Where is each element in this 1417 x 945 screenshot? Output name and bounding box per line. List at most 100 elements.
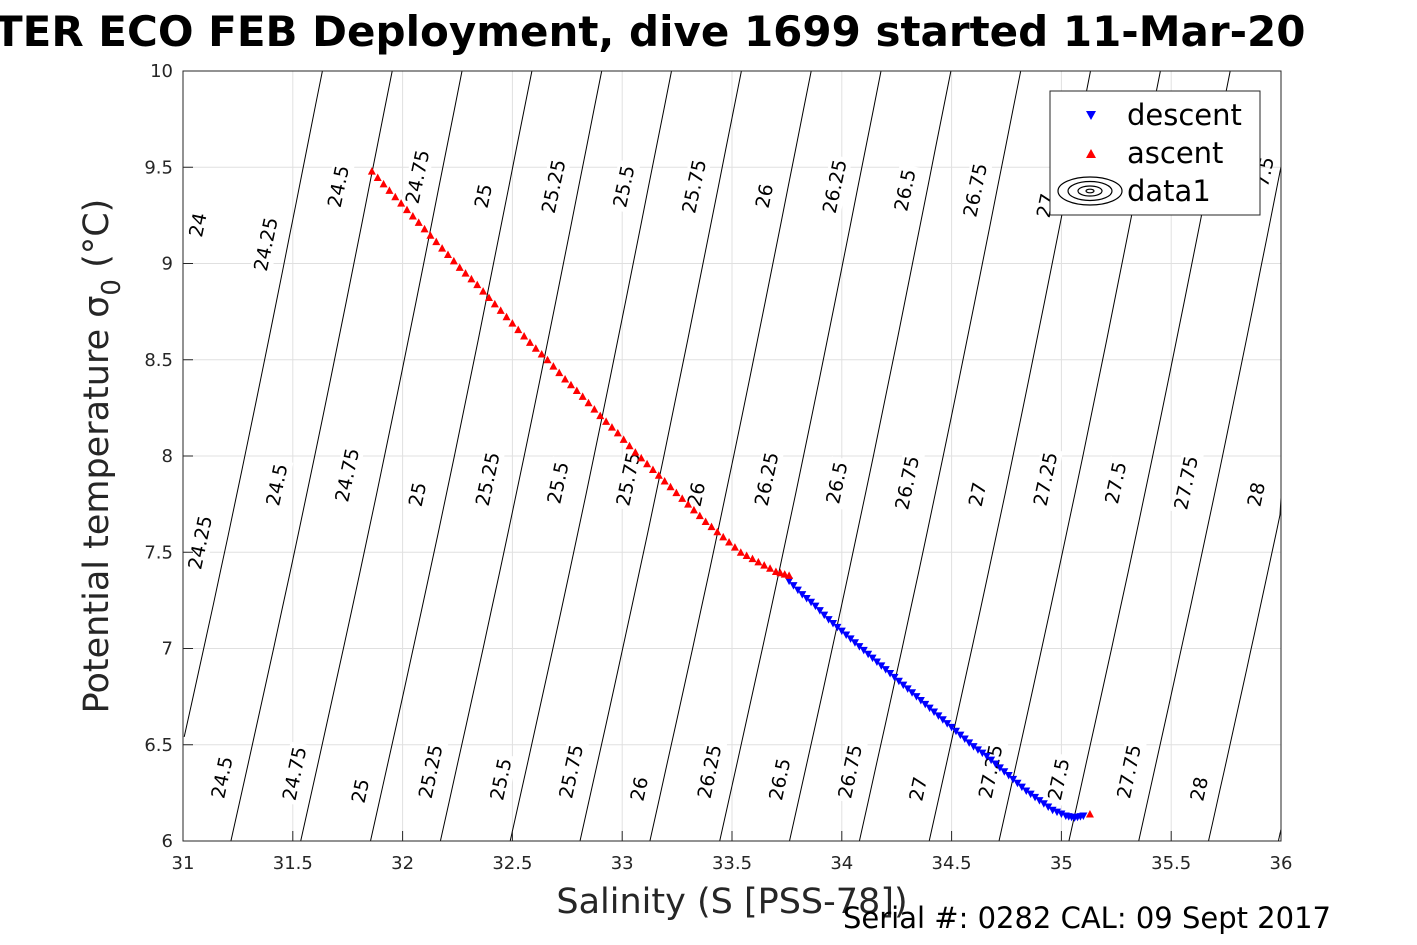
descent-point	[890, 673, 899, 682]
descent-point	[824, 616, 833, 624]
contour-label-halo	[964, 478, 992, 511]
contour-label-text: 28	[1186, 775, 1213, 803]
descent-point	[868, 654, 877, 663]
ascent-point	[771, 567, 780, 575]
ascent-point	[748, 554, 757, 563]
descent-point	[837, 627, 846, 636]
ascent-point	[420, 224, 429, 233]
y-axis-label-sub: 0	[97, 279, 127, 296]
descent-point	[1004, 772, 1013, 780]
ascent-point	[648, 465, 657, 473]
density-contours	[183, 70, 1282, 842]
descent-point	[1022, 787, 1031, 795]
descent-point	[965, 739, 974, 747]
descent-point	[864, 650, 873, 659]
contour-label-text: 27	[905, 775, 932, 803]
ascent-point	[695, 511, 704, 520]
descent-point	[886, 670, 895, 678]
ascent-point	[590, 405, 599, 413]
contour-label: 25.5	[485, 752, 518, 807]
descent-point	[894, 677, 903, 686]
contour-line	[370, 70, 533, 842]
contour-line	[183, 70, 323, 738]
ascent-point	[1085, 810, 1094, 818]
x-tick-label: 34.5	[932, 853, 972, 874]
y-tick-label: 6	[162, 831, 173, 852]
contour-label: 25	[404, 478, 432, 511]
contour-label: 25.75	[554, 739, 589, 804]
descent-point	[877, 662, 886, 670]
contour-label-halo	[542, 456, 575, 510]
y-axis-label-main: Potential temperature	[77, 318, 117, 714]
descent-marker-icon	[1086, 111, 1096, 120]
contour-line	[789, 70, 952, 842]
descent-point	[1057, 810, 1066, 819]
contour-label-halo	[413, 739, 449, 804]
x-tick-label: 32.5	[492, 853, 532, 874]
contour-label-halo	[330, 443, 365, 508]
descent-point	[991, 760, 1000, 768]
ascent-marker-icon	[1086, 149, 1096, 158]
contour-label-text: 24	[185, 211, 212, 239]
descent-point	[973, 746, 982, 754]
ascent-point	[438, 244, 447, 252]
contour-label-halo	[249, 212, 284, 277]
ascent-point	[666, 482, 675, 491]
ascent-point	[584, 398, 593, 407]
contour-label-text: 25	[471, 182, 498, 210]
contour-label-halo	[1043, 752, 1076, 807]
contour-label-halo	[184, 209, 213, 241]
contour-label-halo	[206, 750, 239, 805]
contour-label: 26.5	[889, 163, 922, 218]
contour-label-halo	[1243, 478, 1271, 511]
descent-point	[820, 611, 829, 620]
contour-label: 24.5	[261, 458, 294, 512]
contour-label-halo	[404, 478, 432, 511]
contour-label: 25.5	[608, 159, 641, 214]
descent-point	[872, 658, 881, 666]
contour-label-halo	[1112, 739, 1147, 804]
contour-line	[300, 70, 463, 842]
contour-label-halo	[554, 739, 589, 804]
contour-line	[1138, 166, 1282, 842]
descent-point	[930, 708, 939, 717]
descent-point	[789, 582, 798, 590]
ascent-point	[490, 299, 499, 308]
legend-ascent: ascent	[1127, 136, 1223, 170]
contour-label: 25	[347, 775, 375, 807]
ascent-point	[479, 287, 488, 295]
contour-label: 26	[626, 773, 654, 805]
contour-line	[509, 70, 672, 842]
y-tick-label: 8	[162, 446, 173, 467]
contour-label-halo	[749, 446, 785, 512]
contour-line	[439, 70, 603, 842]
ascent-point	[672, 488, 681, 497]
contour-label-halo	[611, 446, 646, 512]
ascent-point	[730, 543, 739, 551]
x-tick-label: 35.5	[1151, 853, 1191, 874]
descent-point	[815, 607, 824, 615]
descent-point	[978, 749, 987, 758]
descent-point	[947, 723, 956, 732]
ascent-point	[543, 355, 552, 364]
descent-point	[934, 712, 943, 720]
y-tick-label: 9	[162, 254, 173, 275]
contour-label: 26	[751, 180, 779, 213]
ascent-point	[443, 250, 452, 259]
y-tick-label: 7	[162, 639, 173, 660]
ascent-point	[508, 319, 517, 327]
ascent-point	[531, 344, 540, 352]
contour-label: 27	[905, 773, 933, 805]
x-tick-label: 33.5	[712, 853, 752, 874]
ascent-point	[776, 568, 785, 577]
ascent-point	[766, 564, 775, 572]
contour-label-halo	[608, 159, 641, 214]
ascent-point	[426, 231, 435, 239]
ascent-point	[578, 392, 587, 400]
descent-point	[899, 681, 908, 690]
ascent-point	[785, 571, 794, 579]
descent-point	[842, 631, 851, 640]
contour-label-halo	[833, 739, 868, 804]
contour-label-halo	[347, 775, 375, 807]
contour-label-halo	[1186, 773, 1214, 805]
